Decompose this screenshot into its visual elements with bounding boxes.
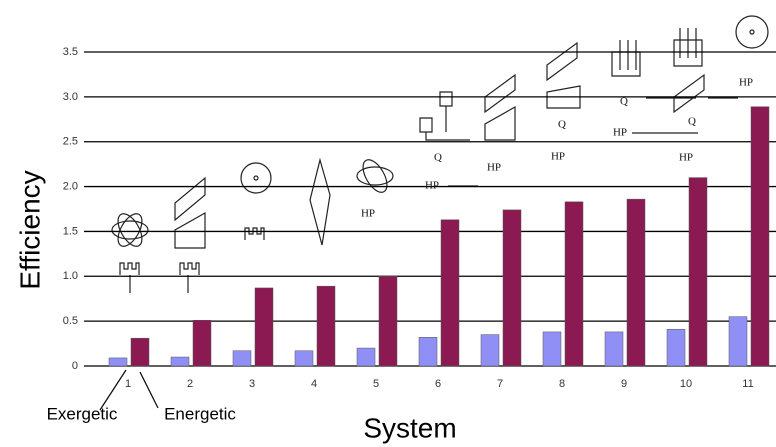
icon-label: HP [425,180,439,192]
bar [378,276,398,367]
bar [688,177,708,367]
bar [626,198,646,367]
icon-label: HP [361,208,375,220]
bar [418,337,438,367]
icon-label: Q [434,152,442,164]
bar [192,319,212,367]
bar [356,347,376,367]
bar [502,209,522,367]
icon-label: HP [487,162,501,174]
x-tick-label: 3 [249,378,255,390]
x-tick-label: 5 [373,378,379,390]
legend-label: Exergetic [47,404,118,423]
x-tick-label: 9 [621,378,627,390]
icon-label: Q [620,96,628,108]
icon-label: HP [551,151,565,163]
y-tick-label: 0.5 [63,315,78,327]
x-tick-label: 8 [559,378,565,390]
bar [294,350,314,367]
bar [728,316,748,367]
x-tick-label: 7 [497,378,503,390]
bar [666,328,686,367]
legend-label: Energetic [164,404,236,423]
bar [254,287,274,367]
x-tick-label: 6 [435,378,441,390]
annotation-arrows [99,369,159,411]
icon-label: Q [688,116,696,128]
bar [108,357,128,367]
bar [480,334,500,367]
bar [542,331,562,367]
bar [130,337,150,367]
x-tick-label: 4 [311,378,317,390]
y-axis-label: Efficiency [14,170,45,289]
y-tick-label: 1.0 [63,270,78,282]
icon-label: HP [739,77,753,89]
y-tick-label: 1.5 [63,225,78,237]
icon-label: Q [558,119,566,131]
bar [564,201,584,367]
y-tick-label: 2.5 [63,136,78,148]
bar [316,285,336,367]
x-tick-label: 11 [742,378,753,390]
x-tick-label: 10 [680,378,692,390]
bar [604,331,624,367]
y-tick-label: 0 [72,360,78,372]
bar [750,106,770,367]
icon-label: HP [679,152,693,164]
y-tick-label: 2.0 [63,180,78,192]
bar [232,350,252,367]
bar [440,219,460,367]
icon-label: HP [613,127,627,139]
x-tick-label: 2 [187,378,193,390]
x-axis-label: System [363,412,456,443]
y-tick-label: 3.5 [63,46,78,58]
y-tick-label: 3.0 [63,91,78,103]
bar [170,356,190,367]
x-tick-label: 1 [125,378,131,390]
